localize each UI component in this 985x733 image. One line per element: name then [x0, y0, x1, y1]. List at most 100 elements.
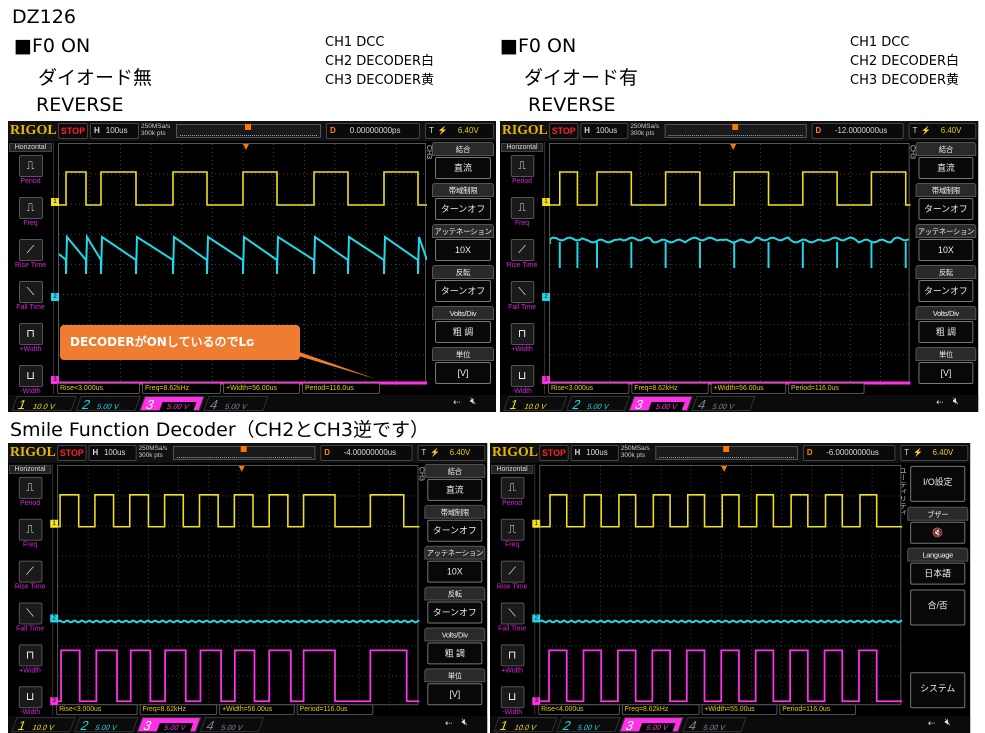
- horizontal-tab[interactable]: Horizontal: [8, 464, 52, 474]
- memory-timeline[interactable]: [172, 445, 316, 460]
- mute-icon[interactable]: 🔇︎: [944, 717, 951, 729]
- measure-negative-width-button[interactable]: ⊔ -Width: [8, 686, 52, 725]
- menu-item[interactable]: Volts/Div 粗 調: [424, 627, 486, 667]
- channel-2-button[interactable]: 2 5.00 V: [565, 396, 631, 412]
- channel-3-button[interactable]: 3 5.00 V: [628, 396, 693, 412]
- menu-item[interactable]: 反転 ターンオフ: [424, 586, 486, 627]
- menu-item-value[interactable]: 🔇: [910, 521, 966, 544]
- trigger-box[interactable]: T ⚡ 6.40V: [417, 444, 486, 461]
- measure-positive-width-button[interactable]: ⊓ +Width: [490, 644, 534, 683]
- ch3-ground-marker[interactable]: 3: [532, 697, 541, 706]
- measure-positive-width-button[interactable]: ⊓ +Width: [8, 644, 52, 683]
- trigger-box[interactable]: T ⚡ 6.40V: [908, 123, 977, 139]
- menu-item-value[interactable]: 10X: [918, 239, 974, 261]
- memory-timeline[interactable]: [176, 124, 321, 138]
- ch2-ground-marker[interactable]: 2: [532, 614, 541, 623]
- measure-negative-width-button[interactable]: ⊔ -Width: [500, 365, 544, 404]
- menu-item-value[interactable]: 粗 調: [435, 321, 491, 343]
- channel-4-button[interactable]: 4 5.00 V: [203, 396, 269, 412]
- menu-item[interactable]: アッテネーション 10X: [915, 224, 977, 264]
- mute-icon[interactable]: 🔇︎: [952, 396, 959, 407]
- menu-item-value[interactable]: 日本語: [910, 562, 966, 585]
- menu-item-value[interactable]: 直流: [918, 157, 974, 179]
- menu-item[interactable]: ブザー 🔇: [907, 506, 969, 547]
- menu-item[interactable]: Volts/Div 粗 調: [915, 306, 977, 346]
- menu-item-value[interactable]: 粗 調: [427, 642, 483, 665]
- mute-icon[interactable]: 🔇︎: [470, 396, 477, 407]
- timebase-box[interactable]: H 100us: [570, 444, 619, 461]
- menu-item[interactable]: 帯域制限 ターンオフ: [915, 183, 977, 223]
- measure-negative-width-button[interactable]: ⊔ -Width: [490, 686, 534, 725]
- measure-rise-time-button[interactable]: ⟋ Rise Time: [500, 239, 544, 278]
- delay-box[interactable]: D -12.0000000us: [811, 123, 904, 139]
- memory-timeline[interactable]: [664, 124, 807, 138]
- measure-negative-width-button[interactable]: ⊔ -Width: [8, 365, 53, 404]
- measure-period-button[interactable]: ⎍ Period: [8, 155, 53, 194]
- menu-item[interactable]: 反転 ターンオフ: [915, 265, 977, 305]
- ch3-ground-marker[interactable]: 3: [542, 376, 550, 384]
- menu-item[interactable]: Language 日本語: [907, 547, 969, 588]
- run-stop-status[interactable]: STOP: [58, 123, 88, 139]
- run-stop-status[interactable]: STOP: [57, 444, 87, 461]
- horizontal-tab[interactable]: Horizontal: [500, 143, 544, 152]
- measure-period-button[interactable]: ⎍ Period: [500, 155, 544, 194]
- timebase-box[interactable]: H 100us: [90, 123, 139, 139]
- menu-item-value[interactable]: ターンオフ: [918, 198, 974, 220]
- measure-period-button[interactable]: ⎍ Period: [490, 476, 534, 516]
- channel-3-button[interactable]: 3 5.00 V: [136, 717, 202, 733]
- menu-item[interactable]: 結合 直流: [424, 463, 486, 504]
- measure-fall-time-button[interactable]: ⟍ Fall Time: [8, 281, 53, 320]
- menu-item[interactable]: Volts/Div 粗 調: [432, 306, 494, 346]
- menu-item[interactable]: 単位 [V]: [424, 668, 486, 708]
- measure-positive-width-button[interactable]: ⊓ +Width: [8, 323, 53, 362]
- ch2-ground-marker[interactable]: 2: [542, 293, 550, 301]
- delay-box[interactable]: D -4.00000000us: [320, 444, 413, 461]
- timebase-box[interactable]: H 100us: [580, 123, 629, 139]
- channel-1-button[interactable]: 1 10.0 V: [11, 717, 76, 733]
- menu-item[interactable]: アッテネーション 10X: [432, 224, 494, 264]
- menu-item-value[interactable]: システム: [910, 672, 966, 709]
- channel-2-button[interactable]: 2 5.00 V: [74, 717, 139, 733]
- measure-positive-width-button[interactable]: ⊓ +Width: [500, 323, 544, 362]
- menu-item-value[interactable]: [V]: [435, 362, 491, 384]
- channel-1-button[interactable]: 1 10.0 V: [503, 396, 568, 412]
- menu-item-value[interactable]: ターンオフ: [435, 280, 491, 302]
- channel-2-button[interactable]: 2 5.00 V: [75, 396, 141, 412]
- ch1-ground-marker[interactable]: 1: [532, 519, 541, 528]
- channel-1-button[interactable]: 1 10.0 V: [493, 717, 558, 733]
- measure-fall-time-button[interactable]: ⟍ Fall Time: [8, 602, 52, 642]
- menu-item-value[interactable]: [V]: [918, 362, 974, 384]
- menu-item[interactable]: 合/否: [907, 589, 968, 630]
- menu-item-value[interactable]: 粗 調: [918, 321, 974, 343]
- menu-item[interactable]: 単位 [V]: [432, 347, 494, 387]
- measure-freq-button[interactable]: ⎍ Freq: [8, 197, 53, 236]
- measure-rise-time-button[interactable]: ⟋ Rise Time: [490, 560, 534, 600]
- menu-item[interactable]: I/O設定: [907, 465, 968, 506]
- horizontal-tab[interactable]: Horizontal: [9, 143, 52, 152]
- ch1-ground-marker[interactable]: 1: [542, 198, 550, 206]
- measure-fall-time-button[interactable]: ⟍ Fall Time: [500, 281, 544, 320]
- mute-icon[interactable]: 🔇︎: [461, 717, 468, 729]
- menu-item[interactable]: [907, 630, 968, 670]
- measure-rise-time-button[interactable]: ⟋ Rise Time: [8, 560, 52, 600]
- menu-item-value[interactable]: I/O設定: [910, 465, 966, 502]
- run-stop-status[interactable]: STOP: [539, 444, 569, 461]
- channel-1-button[interactable]: 1 10.0 V: [11, 396, 77, 412]
- channel-3-button[interactable]: 3 5.00 V: [619, 717, 684, 733]
- ch3-ground-marker[interactable]: 3: [51, 376, 59, 384]
- menu-item[interactable]: 反転 ターンオフ: [432, 265, 494, 305]
- run-stop-status[interactable]: STOP: [549, 123, 579, 139]
- menu-item[interactable]: システム: [907, 672, 968, 712]
- measure-fall-time-button[interactable]: ⟍ Fall Time: [490, 602, 534, 642]
- menu-item[interactable]: 帯域制限 ターンオフ: [432, 183, 494, 223]
- channel-2-button[interactable]: 2 5.00 V: [556, 717, 621, 733]
- menu-item-value[interactable]: ターンオフ: [918, 280, 974, 302]
- menu-item[interactable]: 帯域制限 ターンオフ: [424, 504, 486, 545]
- menu-item-value[interactable]: 直流: [435, 157, 491, 179]
- ch1-ground-marker[interactable]: 1: [50, 519, 59, 528]
- measure-period-button[interactable]: ⎍ Period: [8, 476, 52, 516]
- menu-item-value[interactable]: ターンオフ: [435, 198, 491, 220]
- measure-freq-button[interactable]: ⎍ Freq: [500, 197, 544, 236]
- channel-3-button[interactable]: 3 5.00 V: [139, 396, 205, 412]
- trigger-box[interactable]: T ⚡ 6.40V: [425, 123, 494, 139]
